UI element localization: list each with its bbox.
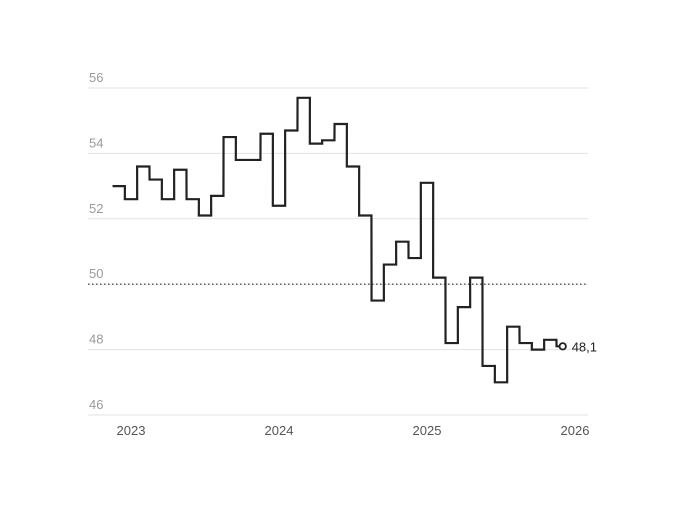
x-tick-label: 2023 xyxy=(117,423,146,438)
y-tick-label: 50 xyxy=(89,266,103,281)
y-axis-ticks: 46 48 50 52 54 56 xyxy=(89,70,103,412)
y-tick-label: 46 xyxy=(89,397,103,412)
x-tick-label: 2026 xyxy=(561,423,590,438)
y-tick-label: 52 xyxy=(89,201,103,216)
x-tick-label: 2024 xyxy=(265,423,294,438)
end-point-marker xyxy=(558,342,567,351)
end-value-label: 48,1 xyxy=(572,339,597,354)
x-axis-ticks: 2023 2024 2025 2026 xyxy=(117,423,590,438)
y-tick-label: 54 xyxy=(89,135,103,150)
gridlines xyxy=(88,87,588,416)
x-tick-label: 2025 xyxy=(413,423,442,438)
y-tick-label: 56 xyxy=(89,70,103,85)
y-tick-label: 48 xyxy=(89,332,103,347)
series-line xyxy=(112,96,563,384)
